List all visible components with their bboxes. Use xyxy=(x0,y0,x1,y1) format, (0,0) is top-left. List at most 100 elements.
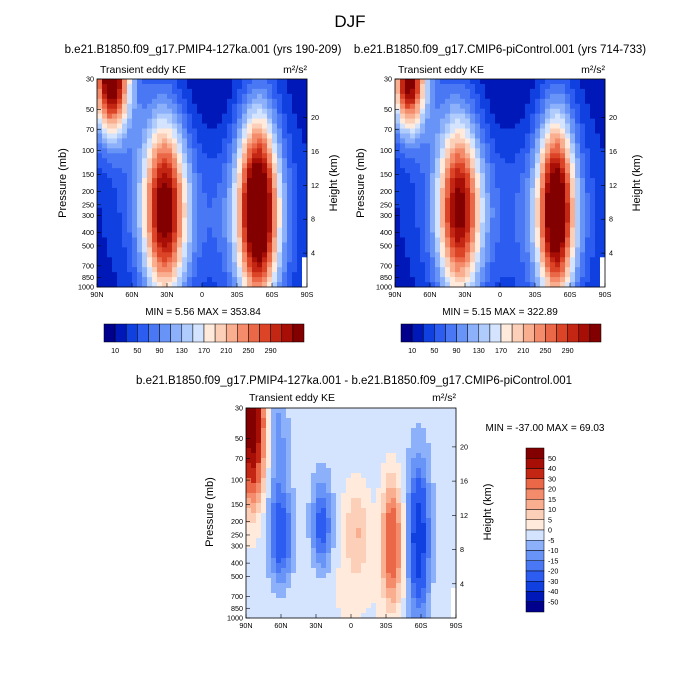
field-cell xyxy=(435,237,441,243)
field-cell xyxy=(371,473,377,479)
field-cell xyxy=(575,163,581,169)
y-tick-label: 200 xyxy=(380,187,392,196)
field-cell xyxy=(361,503,367,509)
field-cell xyxy=(401,503,407,509)
field-cell xyxy=(426,488,432,494)
field-cell xyxy=(222,183,228,189)
field-cell xyxy=(162,103,168,110)
field-cell xyxy=(251,498,257,504)
field-cell xyxy=(535,88,541,95)
field-cell xyxy=(97,143,103,149)
field-cell xyxy=(590,138,596,144)
field-cell xyxy=(515,183,521,189)
field-cell xyxy=(117,98,123,105)
field-cell xyxy=(505,192,511,199)
field-cell xyxy=(272,247,278,253)
field-cell xyxy=(525,173,531,179)
field-cell xyxy=(420,128,426,134)
field-cell xyxy=(282,133,288,139)
field-cell xyxy=(331,498,337,504)
field-cell xyxy=(420,277,426,283)
field-cell xyxy=(580,257,586,263)
field-cell xyxy=(336,523,342,529)
field-cell xyxy=(172,83,178,90)
field-cell xyxy=(500,168,506,174)
field-cell xyxy=(455,207,461,214)
field-cell xyxy=(525,257,531,263)
field-cell xyxy=(436,513,442,519)
field-cell xyxy=(197,133,203,139)
field-cell xyxy=(421,483,427,489)
field-cell xyxy=(431,553,437,559)
field-cell xyxy=(450,277,456,283)
field-cell xyxy=(267,207,273,214)
field-cell xyxy=(182,113,188,120)
field-cell xyxy=(565,178,571,184)
field-cell xyxy=(162,163,168,169)
field-cell xyxy=(282,252,288,258)
field-cell xyxy=(127,88,133,95)
field-cell xyxy=(356,543,362,549)
field-cell xyxy=(595,153,601,159)
field-cell xyxy=(500,83,506,90)
field-cell xyxy=(550,183,556,189)
field-cell xyxy=(187,222,193,228)
field-cell xyxy=(490,272,496,278)
field-cell xyxy=(202,232,208,238)
field-cell xyxy=(376,413,382,419)
field-cell xyxy=(197,178,203,184)
field-cell xyxy=(227,257,233,263)
field-cell xyxy=(580,207,586,214)
field-cell xyxy=(272,98,278,105)
field-cell xyxy=(292,103,298,110)
field-cell xyxy=(102,153,108,159)
field-cell xyxy=(446,458,452,464)
field-cell xyxy=(297,277,303,283)
field-cell xyxy=(336,483,342,489)
field-cell xyxy=(261,523,267,529)
field-cell xyxy=(451,453,457,459)
field-cell xyxy=(480,153,486,159)
field-cell xyxy=(535,197,541,204)
field-cell xyxy=(386,493,392,499)
field-cell xyxy=(217,118,223,124)
field-cell xyxy=(386,498,392,504)
field-cell xyxy=(470,183,476,189)
field-cell xyxy=(187,257,193,263)
field-cell xyxy=(575,247,581,253)
field-cell xyxy=(247,118,253,124)
field-cell xyxy=(122,79,128,85)
field-cell xyxy=(440,83,446,90)
field-cell xyxy=(167,197,173,204)
field-cell xyxy=(435,168,441,174)
field-cell xyxy=(302,178,308,184)
field-cell xyxy=(426,473,432,479)
field-cell xyxy=(147,123,153,129)
field-cell xyxy=(515,262,521,268)
field-cell xyxy=(192,267,198,273)
field-cell xyxy=(595,123,601,129)
field-cell xyxy=(495,232,501,238)
field-cell xyxy=(500,202,506,209)
field-cell xyxy=(97,163,103,169)
field-cell xyxy=(490,247,496,253)
field-cell xyxy=(431,443,437,449)
field-cell xyxy=(420,133,426,139)
field-cell xyxy=(465,202,471,209)
field-cell xyxy=(117,133,123,139)
field-cell xyxy=(415,138,421,144)
field-cell xyxy=(510,282,516,288)
field-cell xyxy=(262,153,268,159)
field-cell xyxy=(227,192,233,199)
field-cell xyxy=(430,217,436,224)
field-cell xyxy=(470,108,476,115)
field-cell xyxy=(465,128,471,134)
field-cell xyxy=(202,222,208,228)
field-cell xyxy=(256,538,262,544)
field-cell xyxy=(426,463,432,469)
field-cell xyxy=(500,178,506,184)
field-cell xyxy=(147,133,153,139)
field-cell xyxy=(326,458,332,464)
field-cell xyxy=(401,543,407,549)
field-cell xyxy=(525,103,531,110)
